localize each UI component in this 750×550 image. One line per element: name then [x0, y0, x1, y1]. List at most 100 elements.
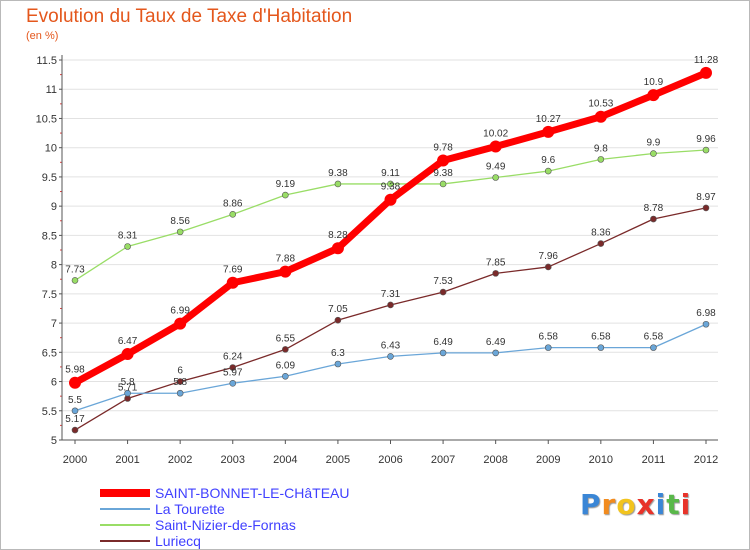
data-label: 5.5	[68, 395, 82, 406]
data-point	[384, 193, 397, 206]
data-point	[71, 277, 79, 284]
data-label: 9.8	[594, 143, 608, 154]
data-label: 9.9	[646, 138, 660, 149]
x-tick-label: 2008	[483, 454, 507, 466]
data-point	[702, 204, 710, 212]
logo-letter: i	[655, 488, 667, 521]
y-tick-label: 8	[51, 260, 57, 272]
y-tick-label: 9.5	[42, 172, 57, 184]
y-tick-label: 5	[51, 435, 57, 447]
data-point	[334, 180, 342, 188]
x-tick-label: 2003	[221, 454, 245, 466]
data-label: 9.38	[328, 168, 348, 179]
data-point	[594, 110, 607, 123]
data-point	[229, 211, 237, 218]
data-point	[69, 376, 81, 389]
data-point	[544, 167, 552, 175]
x-tick-label: 2012	[694, 454, 718, 466]
logo-letter: o	[616, 488, 637, 521]
data-point	[492, 349, 499, 357]
data-point	[229, 364, 237, 371]
legend-swatch	[100, 540, 150, 542]
data-point	[124, 243, 131, 250]
data-point	[650, 215, 657, 223]
data-point	[702, 146, 710, 154]
data-point	[124, 389, 131, 397]
data-point	[387, 301, 394, 309]
series-line	[71, 69, 710, 387]
data-label: 6	[177, 366, 183, 377]
data-point	[700, 66, 712, 79]
legend-label: La Tourette	[155, 501, 225, 517]
data-point	[650, 150, 657, 157]
data-label: 6.99	[170, 306, 190, 317]
data-label: 5.98	[65, 365, 85, 376]
x-tick-label: 2007	[431, 454, 455, 466]
data-label: 9.11	[381, 168, 400, 179]
data-label: 6.49	[433, 337, 453, 348]
logo-letter: t	[666, 488, 681, 521]
data-point	[226, 276, 239, 289]
x-tick-label: 2002	[168, 454, 192, 466]
data-label: 5.17	[65, 414, 85, 425]
data-label: 8.97	[696, 192, 716, 203]
data-label: 7.53	[433, 276, 453, 287]
data-point	[439, 288, 447, 296]
legend-label: SAINT-BONNET-LE-CHâTEAU	[155, 485, 350, 501]
data-point	[176, 228, 184, 236]
chart-title: Evolution du Taux de Taxe d'Habitation	[26, 6, 353, 27]
data-label: 6.58	[591, 332, 611, 343]
x-tick-label: 2004	[273, 454, 297, 466]
data-label: 11.28	[694, 55, 719, 66]
y-tick-label: 11.5	[36, 55, 57, 67]
data-point	[331, 242, 344, 255]
data-label: 8.28	[328, 230, 348, 241]
data-label: 6.58	[539, 332, 559, 343]
data-label: 8.56	[170, 216, 190, 227]
logo-letter: i	[680, 488, 692, 521]
legend-label: Luriecq	[155, 533, 201, 549]
data-point	[492, 270, 499, 277]
x-tick-label: 2001	[115, 454, 139, 466]
data-point	[542, 125, 555, 138]
data-point	[334, 316, 342, 324]
data-label: 8.86	[223, 198, 243, 209]
y-tick-label: 10.5	[36, 113, 57, 125]
legend-swatch	[100, 489, 150, 497]
data-label: 6.55	[276, 333, 296, 344]
series-line	[74, 323, 707, 412]
proxiti-logo: Proxiti	[580, 488, 691, 521]
y-tick-label: 8.5	[42, 230, 57, 242]
legend-swatch	[100, 508, 150, 510]
data-label: 7.31	[381, 289, 401, 300]
chart-subtitle: (en %)	[26, 30, 59, 42]
data-point	[702, 320, 710, 328]
data-label: 10.27	[536, 114, 561, 125]
data-point	[492, 174, 499, 181]
data-label: 8.36	[591, 228, 611, 239]
logo-letter: x	[636, 488, 656, 521]
data-label: 7.88	[276, 254, 296, 265]
data-label: 6.3	[331, 348, 345, 359]
data-point	[647, 89, 660, 102]
data-label: 10.02	[483, 129, 508, 140]
data-label: 9.19	[276, 179, 296, 190]
logo-letter: r	[601, 488, 617, 521]
legend-swatch	[100, 524, 150, 526]
data-label: 9.78	[433, 143, 453, 154]
y-tick-label: 10	[45, 143, 57, 155]
y-tick-label: 6	[51, 377, 57, 389]
x-tick-label: 2006	[378, 454, 402, 466]
data-label: 8.31	[118, 230, 138, 241]
x-tick-label: 2011	[642, 454, 666, 466]
data-point	[544, 344, 552, 351]
data-point	[597, 240, 605, 247]
y-tick-label: 6.5	[42, 347, 57, 359]
data-label: 7.73	[65, 264, 85, 275]
data-label: 6.43	[381, 340, 401, 351]
data-label: 6.24	[223, 352, 243, 363]
data-point	[437, 154, 450, 167]
legend-label: Saint-Nizier-de-Fornas	[155, 517, 296, 533]
data-label: 5.97	[223, 367, 243, 378]
